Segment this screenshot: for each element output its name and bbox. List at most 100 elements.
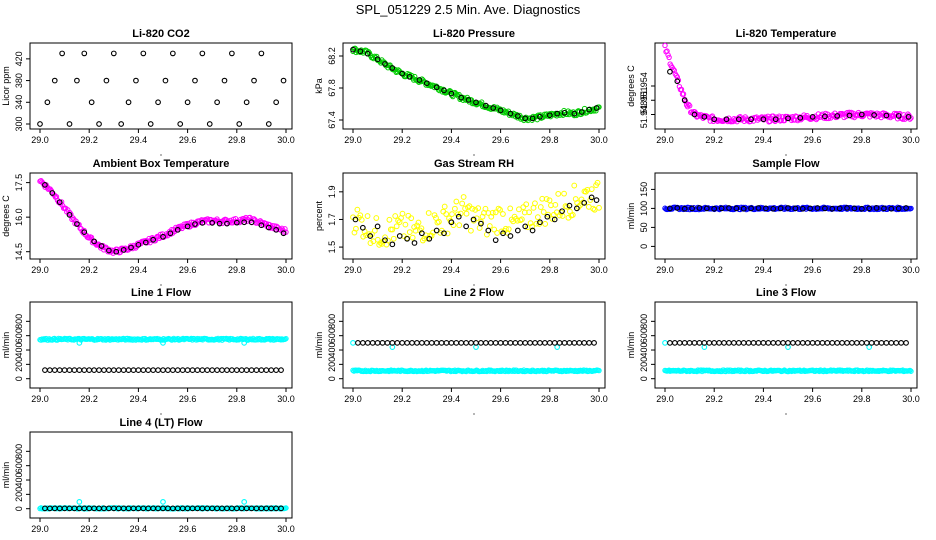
data-point [586,106,593,113]
data-point [497,107,504,114]
data-point [135,241,142,248]
data-point [145,367,152,373]
data-point [265,121,272,127]
data-point [554,344,561,351]
data-point [716,339,722,346]
data-point [529,227,536,234]
data-point [881,205,887,212]
data-point [468,227,474,234]
data-point [691,339,698,346]
data-point [184,367,191,373]
data-point [505,226,512,233]
data-point [192,77,198,84]
data-point [140,50,147,57]
data-point [581,339,588,346]
plot-frame [29,431,293,519]
data-point [537,113,543,120]
x-tick-label: 29.4 [755,135,773,145]
data-point [822,113,828,120]
data-point [485,227,492,234]
data-point [268,367,275,373]
data-point [76,339,83,346]
data-point [680,91,687,97]
data-point [586,339,593,346]
data-point [571,110,578,117]
x-tick-label: 29.2 [393,394,411,404]
data-point [854,339,860,346]
data-point [441,203,448,210]
data-point [453,339,460,346]
data-point [763,205,769,212]
data-point [706,339,713,346]
data-point [357,48,364,55]
data-point [115,367,122,373]
data-point [160,233,166,240]
data-point [441,87,447,94]
data-point [576,339,583,346]
data-point [113,248,120,255]
y-tick-label: 800 [639,314,649,329]
data-point [587,197,594,203]
chart-title: Ambient Box Temperature [93,158,230,170]
data-point [755,205,762,211]
data-point [760,116,767,123]
data-point [772,116,779,123]
data-point [799,339,806,346]
x-tick-label: 29.2 [705,265,723,275]
data-point [204,367,211,373]
x-tick-label: 30.0 [590,135,608,145]
data-point [556,339,563,346]
data-point [711,116,718,123]
data-point [419,339,425,346]
data-point [280,77,287,84]
data-point [384,339,391,346]
data-point [711,339,718,346]
data-point [258,367,265,373]
data-point [516,206,522,213]
x-axis-label-dot [473,413,475,415]
series-2-5-min-average [42,505,284,512]
data-point [416,77,423,83]
data-point [160,499,166,505]
data-point [839,339,845,346]
data-point [350,339,356,346]
data-point [561,109,568,116]
x-tick-label: 29.6 [492,394,510,404]
data-point [458,94,465,101]
data-point [667,339,673,346]
data-point [497,339,504,346]
data-point [836,205,843,212]
data-point [179,367,186,373]
data-point [512,339,519,346]
x-tick-label: 29.8 [853,394,871,404]
y-tick-label: 800 [14,444,24,459]
x-tick-label: 29.8 [228,135,246,145]
data-point [469,205,476,212]
data-point [66,121,73,127]
data-point [399,70,406,77]
data-point [770,205,777,212]
data-point [236,121,243,127]
data-point [578,109,585,115]
x-tick-label: 29.2 [393,135,411,145]
data-point [529,223,535,230]
data-point [206,121,213,127]
x-tick-label: 29.8 [228,265,246,275]
y-axis-label: kPa [314,78,324,94]
data-point [364,50,371,57]
y-tick-label: 17.5 [14,174,24,192]
data-point [460,194,467,200]
x-tick-label: 29.2 [80,265,98,275]
data-point [671,339,678,346]
x-tick-label: 30.0 [590,394,608,404]
y-tick-label: 67.8 [327,79,337,97]
data-point [478,220,484,227]
data-point [898,339,905,346]
data-point [88,234,95,241]
data-point [691,111,698,118]
data-point [414,339,420,346]
data-point [106,247,112,254]
x-tick-label: 29.4 [130,265,148,275]
data-point [396,233,403,239]
